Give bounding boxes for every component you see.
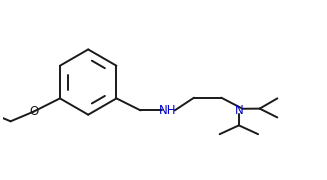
Text: NH: NH — [159, 104, 177, 117]
Text: O: O — [29, 105, 38, 118]
Text: N: N — [234, 104, 243, 117]
